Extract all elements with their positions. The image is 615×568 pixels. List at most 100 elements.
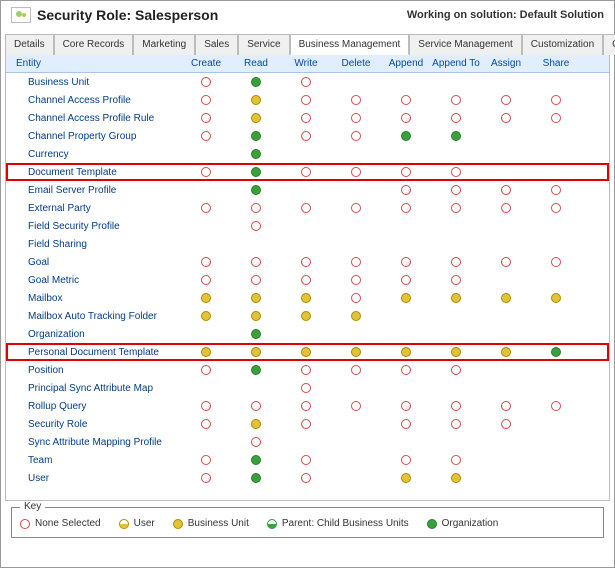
permission-cell[interactable]	[381, 185, 431, 195]
permission-cell[interactable]	[331, 95, 381, 105]
entity-name[interactable]: Sync Attribute Mapping Profile	[6, 437, 181, 448]
permission-cell[interactable]	[431, 131, 481, 141]
permission-cell[interactable]	[181, 167, 231, 177]
permission-cell[interactable]	[331, 203, 381, 213]
permission-cell[interactable]	[181, 131, 231, 141]
permission-cell[interactable]	[381, 473, 431, 483]
column-header[interactable]: Delete	[331, 58, 381, 69]
permission-cell[interactable]	[481, 95, 531, 105]
permission-cell[interactable]	[481, 419, 531, 429]
permission-cell[interactable]	[331, 293, 381, 303]
entity-name[interactable]: Channel Property Group	[6, 131, 181, 142]
permission-cell[interactable]	[431, 185, 481, 195]
permission-cell[interactable]	[281, 347, 331, 357]
permission-cell[interactable]	[181, 347, 231, 357]
permission-cell[interactable]	[281, 95, 331, 105]
permission-cell[interactable]	[331, 401, 381, 411]
entity-name[interactable]: Organization	[6, 329, 181, 340]
permission-cell[interactable]	[181, 293, 231, 303]
permission-cell[interactable]	[181, 257, 231, 267]
permission-cell[interactable]	[381, 257, 431, 267]
permission-cell[interactable]	[481, 257, 531, 267]
permission-cell[interactable]	[281, 203, 331, 213]
column-header[interactable]: Write	[281, 58, 331, 69]
permission-cell[interactable]	[431, 203, 481, 213]
permission-cell[interactable]	[381, 347, 431, 357]
permission-cell[interactable]	[231, 311, 281, 321]
entity-name[interactable]: Email Server Profile	[6, 185, 181, 196]
permission-cell[interactable]	[281, 401, 331, 411]
permission-cell[interactable]	[181, 275, 231, 285]
permission-cell[interactable]	[531, 347, 581, 357]
permission-cell[interactable]	[381, 401, 431, 411]
permission-cell[interactable]	[481, 203, 531, 213]
permission-cell[interactable]	[531, 203, 581, 213]
permission-cell[interactable]	[231, 221, 281, 231]
permission-cell[interactable]	[181, 203, 231, 213]
entity-name[interactable]: External Party	[6, 203, 181, 214]
column-header[interactable]: Read	[231, 58, 281, 69]
entity-name[interactable]: Business Unit	[6, 77, 181, 88]
permission-cell[interactable]	[181, 311, 231, 321]
permission-cell[interactable]	[331, 311, 381, 321]
permission-cell[interactable]	[431, 167, 481, 177]
permission-cell[interactable]	[231, 131, 281, 141]
tab-ce[interactable]: Custom Entities	[603, 34, 615, 55]
tab-sales[interactable]: Sales	[195, 34, 238, 55]
permission-cell[interactable]	[331, 347, 381, 357]
permission-cell[interactable]	[281, 167, 331, 177]
entity-name[interactable]: Channel Access Profile Rule	[6, 113, 181, 124]
entity-name[interactable]: Rollup Query	[6, 401, 181, 412]
permission-cell[interactable]	[181, 77, 231, 87]
permission-cell[interactable]	[181, 365, 231, 375]
permission-cell[interactable]	[231, 257, 281, 267]
permission-cell[interactable]	[181, 473, 231, 483]
permission-cell[interactable]	[481, 293, 531, 303]
permission-cell[interactable]	[231, 437, 281, 447]
permission-cell[interactable]	[381, 275, 431, 285]
permission-cell[interactable]	[381, 293, 431, 303]
entity-name[interactable]: Goal	[6, 257, 181, 268]
column-header[interactable]: Share	[531, 58, 581, 69]
entity-name[interactable]: Currency	[6, 149, 181, 160]
permission-cell[interactable]	[231, 473, 281, 483]
permission-cell[interactable]	[281, 419, 331, 429]
entity-name[interactable]: Field Sharing	[6, 239, 181, 250]
permission-cell[interactable]	[181, 95, 231, 105]
permission-cell[interactable]	[381, 365, 431, 375]
permission-cell[interactable]	[231, 419, 281, 429]
permission-cell[interactable]	[181, 401, 231, 411]
permission-cell[interactable]	[231, 185, 281, 195]
entity-name[interactable]: Mailbox	[6, 293, 181, 304]
permission-cell[interactable]	[531, 113, 581, 123]
permission-cell[interactable]	[531, 95, 581, 105]
entity-name[interactable]: Channel Access Profile	[6, 95, 181, 106]
permission-cell[interactable]	[531, 185, 581, 195]
permission-cell[interactable]	[381, 167, 431, 177]
entity-name[interactable]: Personal Document Template	[6, 347, 181, 358]
permission-cell[interactable]	[431, 455, 481, 465]
permission-cell[interactable]	[331, 167, 381, 177]
permission-cell[interactable]	[181, 419, 231, 429]
entity-name[interactable]: Security Role	[6, 419, 181, 430]
permission-cell[interactable]	[231, 77, 281, 87]
permission-cell[interactable]	[381, 203, 431, 213]
permission-cell[interactable]	[281, 293, 331, 303]
permission-cell[interactable]	[281, 131, 331, 141]
permission-cell[interactable]	[431, 113, 481, 123]
permission-cell[interactable]	[381, 95, 431, 105]
permission-cell[interactable]	[231, 365, 281, 375]
permission-cell[interactable]	[231, 149, 281, 159]
entity-name[interactable]: Field Security Profile	[6, 221, 181, 232]
permission-cell[interactable]	[231, 113, 281, 123]
permission-cell[interactable]	[531, 257, 581, 267]
entity-name[interactable]: Principal Sync Attribute Map	[6, 383, 181, 394]
permission-cell[interactable]	[231, 455, 281, 465]
permission-cell[interactable]	[381, 131, 431, 141]
permission-cell[interactable]	[231, 329, 281, 339]
permission-cell[interactable]	[431, 473, 481, 483]
permission-cell[interactable]	[431, 293, 481, 303]
permission-cell[interactable]	[181, 113, 231, 123]
tab-cust[interactable]: Customization	[522, 34, 603, 55]
permission-cell[interactable]	[231, 401, 281, 411]
